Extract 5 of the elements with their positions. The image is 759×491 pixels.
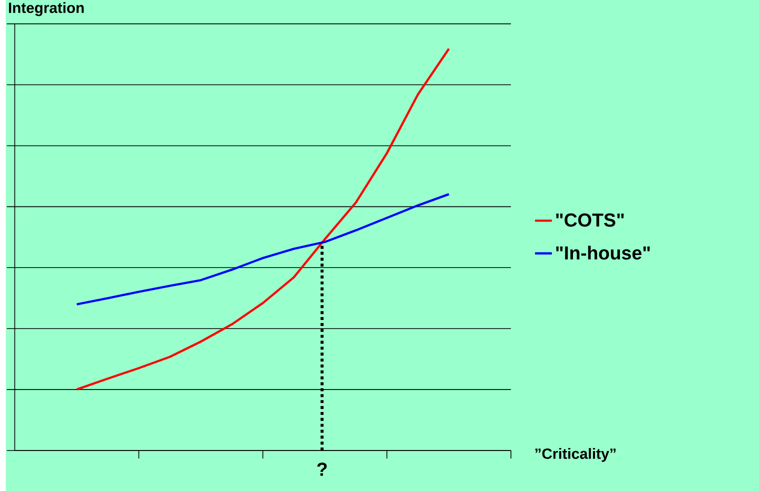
legend-label: "COTS" <box>556 213 624 227</box>
text: ? <box>317 462 327 476</box>
x-axis-title: ”Criticality” <box>535 448 616 462</box>
legend-label: "In-house" <box>556 246 650 260</box>
chart-title: Integration <box>8 2 84 16</box>
